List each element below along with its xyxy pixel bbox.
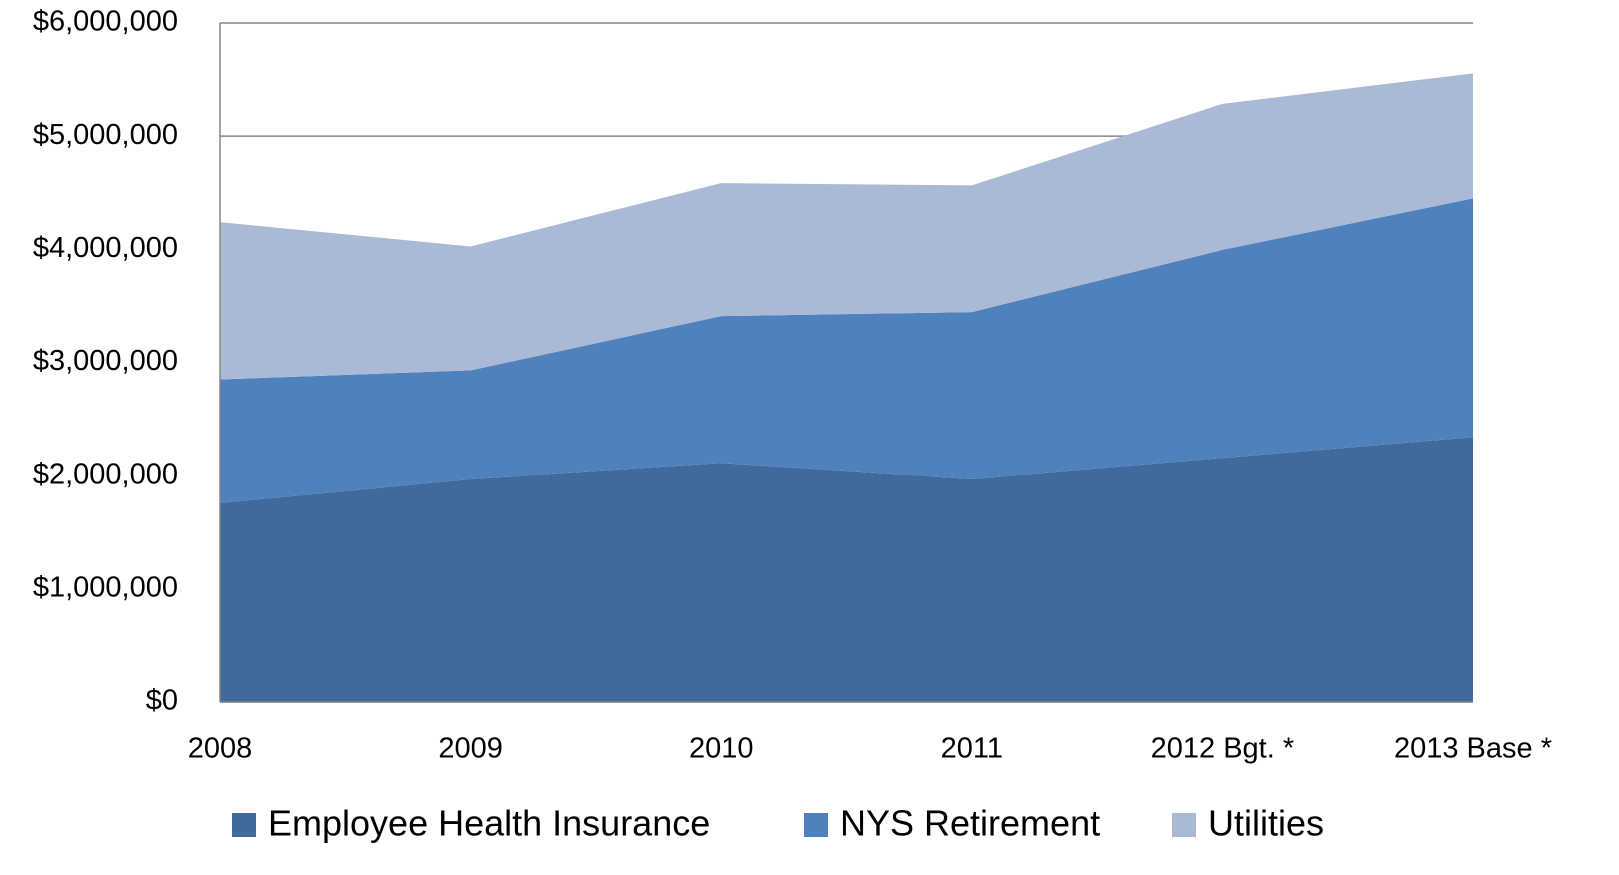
legend-label: Employee Health Insurance	[268, 803, 710, 844]
x-tick-label: 2008	[188, 733, 253, 765]
y-tick-label: $2,000,000	[33, 458, 178, 490]
y-tick-label: $5,000,000	[33, 119, 178, 151]
legend-label: Utilities	[1208, 803, 1324, 844]
x-tick-label: 2009	[438, 733, 503, 765]
y-tick-label: $6,000,000	[33, 6, 178, 38]
legend-swatch	[1172, 813, 1196, 837]
legend-swatch	[804, 813, 828, 837]
x-tick-label: 2012 Bgt. *	[1151, 733, 1295, 765]
legend-label: NYS Retirement	[840, 803, 1100, 844]
x-tick-label: 2011	[941, 733, 1003, 765]
y-tick-label: $4,000,000	[33, 232, 178, 264]
legend-swatch	[232, 813, 256, 837]
y-tick-label: $3,000,000	[33, 345, 178, 377]
area	[220, 73, 1473, 380]
x-tick-label: 2013 Base *	[1394, 733, 1552, 765]
area	[220, 437, 1473, 702]
area	[220, 198, 1473, 503]
x-tick-label: 2010	[689, 733, 754, 765]
y-tick-label: $0	[146, 685, 178, 717]
y-tick-label: $1,000,000	[33, 571, 178, 603]
